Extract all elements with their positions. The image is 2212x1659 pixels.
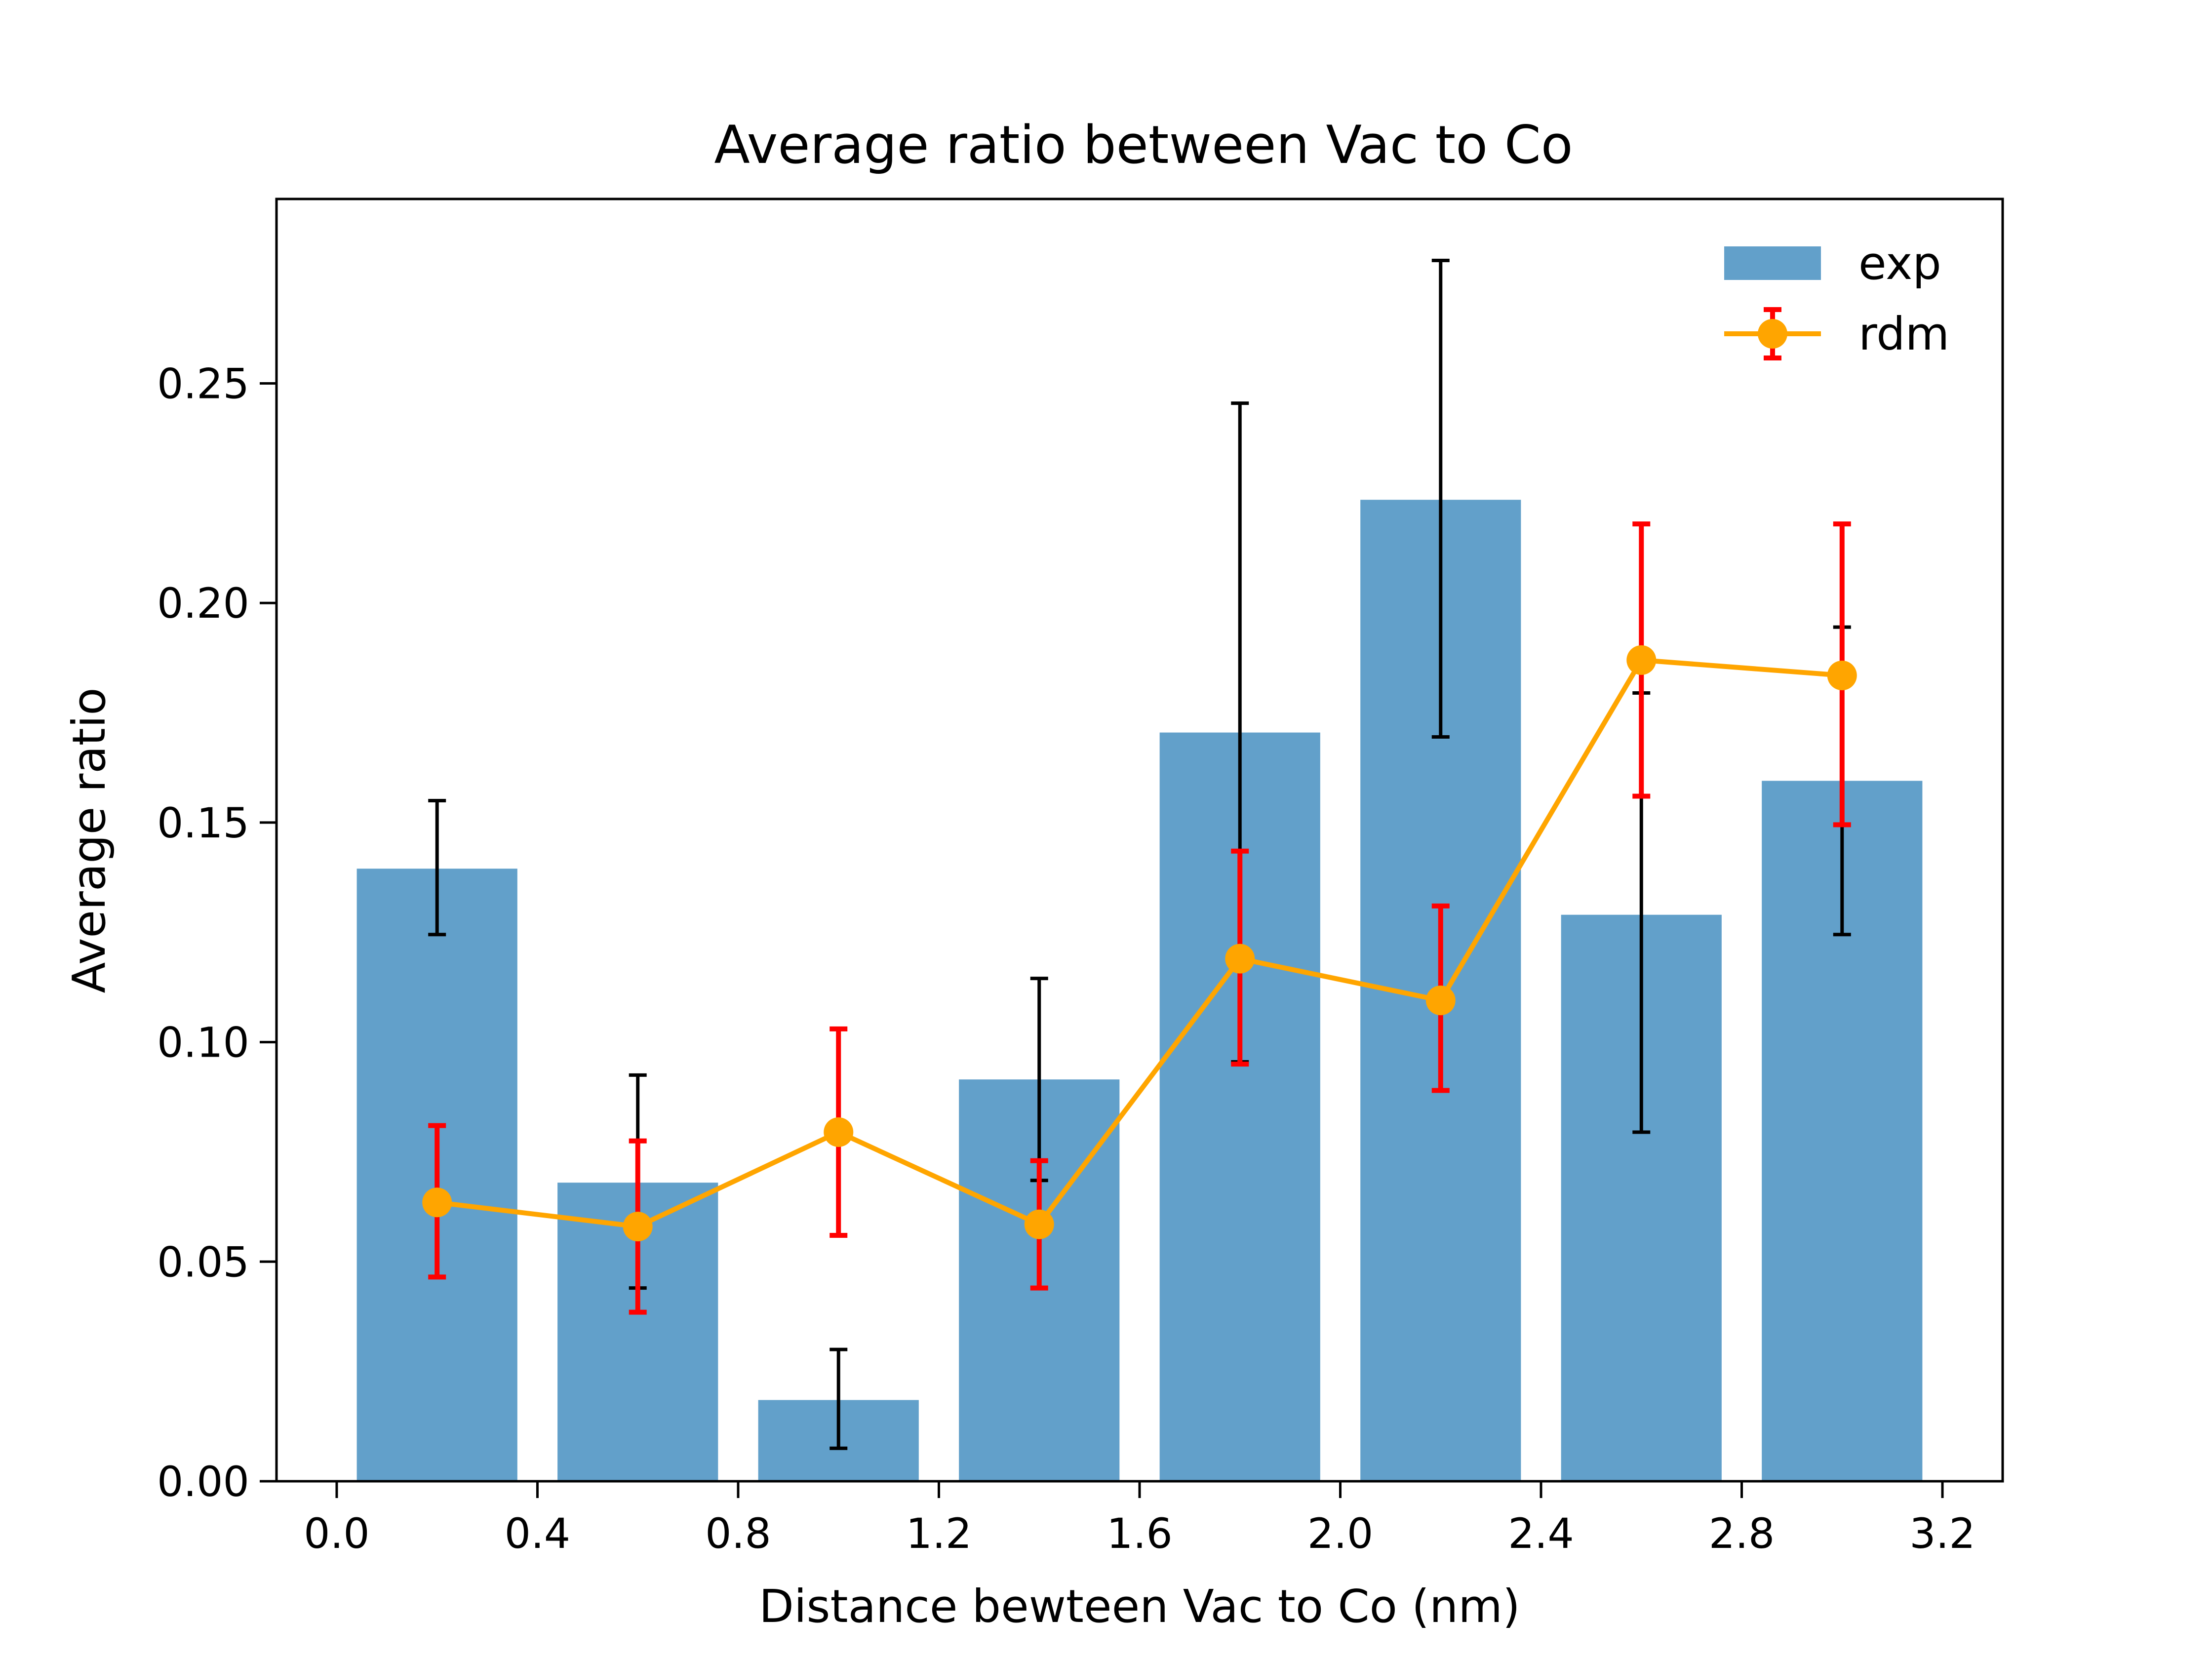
legend-rdm-label: rdm	[1858, 308, 1949, 360]
y-tick-label-0: 0.00	[157, 1458, 249, 1506]
x-tick-label-2: 0.8	[705, 1509, 771, 1558]
x-tick-label-6: 2.4	[1508, 1509, 1574, 1558]
marker-rdm-1	[623, 1212, 653, 1242]
marker-rdm-4	[1225, 944, 1255, 974]
marker-rdm-3	[1024, 1209, 1054, 1239]
chart-title: Average ratio between Vac to Co	[714, 115, 1573, 175]
y-tick-label-4: 0.20	[157, 579, 249, 628]
x-tick-label-4: 1.6	[1106, 1509, 1173, 1558]
y-tick-label-3: 0.15	[157, 799, 249, 847]
y-tick-label-2: 0.10	[157, 1019, 249, 1067]
marker-rdm-0	[422, 1187, 452, 1218]
markers-layer	[422, 645, 1857, 1242]
legend-exp-label: exp	[1858, 237, 1941, 290]
x-axis-label: Distance bewteen Vac to Co (nm)	[759, 1580, 1520, 1633]
marker-rdm-6	[1626, 645, 1657, 675]
x-tick-label-7: 2.8	[1709, 1509, 1775, 1558]
marker-rdm-5	[1425, 986, 1456, 1016]
marker-rdm-7	[1827, 660, 1857, 690]
y-tick-label-1: 0.05	[157, 1238, 249, 1286]
marker-rdm-2	[824, 1117, 854, 1147]
x-axis-ticks: 0.0 0.4 0.8 1.2 1.6 2.0 2.4 2.8 3.2	[304, 1481, 1975, 1558]
y-axis-label: Average ratio	[63, 687, 116, 993]
x-tick-label-1: 0.4	[505, 1509, 571, 1558]
legend: exp rdm	[1724, 237, 1949, 360]
x-tick-label-5: 2.0	[1307, 1509, 1374, 1558]
line-rdm	[436, 657, 1843, 1229]
x-tick-label-3: 1.2	[906, 1509, 972, 1558]
legend-exp-swatch	[1724, 246, 1821, 280]
y-tick-label-5: 0.25	[157, 360, 249, 408]
x-tick-label-8: 3.2	[1909, 1509, 1975, 1558]
legend-rdm-marker	[1758, 319, 1787, 349]
y-axis-ticks: 0.00 0.05 0.10 0.15 0.20 0.25	[157, 360, 276, 1506]
x-tick-label-0: 0.0	[304, 1509, 370, 1558]
line-layer	[436, 657, 1843, 1229]
